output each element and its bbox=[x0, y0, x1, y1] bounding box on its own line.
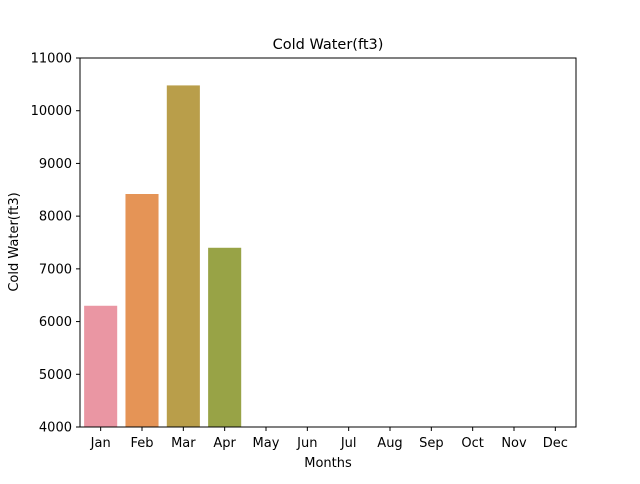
x-tick-label-nov: Nov bbox=[501, 436, 527, 451]
x-tick-label-jan: Jan bbox=[90, 436, 111, 451]
x-axis-label: Months bbox=[304, 456, 352, 471]
y-axis-label: Cold Water(ft3) bbox=[7, 192, 22, 291]
plot-area-frame bbox=[79, 57, 577, 428]
y-tick-label: 6000 bbox=[39, 315, 72, 330]
x-tick-label-jul: Jul bbox=[340, 436, 357, 451]
x-tick-label-apr: Apr bbox=[213, 436, 236, 451]
y-tick-label: 7000 bbox=[39, 262, 72, 277]
bar-mar bbox=[166, 85, 200, 427]
x-tick-label-dec: Dec bbox=[543, 436, 568, 451]
x-tick-label-may: May bbox=[253, 436, 280, 451]
y-tick-label: 9000 bbox=[39, 157, 72, 172]
y-tick-label: 4000 bbox=[39, 421, 72, 436]
y-tick-label: 10000 bbox=[31, 104, 72, 119]
chart-title: Cold Water(ft3) bbox=[273, 37, 384, 53]
x-tick-label-sep: Sep bbox=[419, 436, 444, 451]
x-tick-label-mar: Mar bbox=[171, 436, 196, 451]
y-tick-label: 5000 bbox=[39, 368, 72, 383]
bar-jan bbox=[84, 305, 118, 427]
y-tick-label: 8000 bbox=[39, 210, 72, 225]
x-tick-label-aug: Aug bbox=[377, 436, 402, 451]
y-tick-label: 11000 bbox=[31, 52, 72, 67]
x-tick-label-jun: Jun bbox=[296, 436, 317, 451]
x-tick-label-feb: Feb bbox=[130, 436, 153, 451]
bar-feb bbox=[125, 194, 159, 427]
x-tick-label-oct: Oct bbox=[461, 436, 483, 451]
bar-apr bbox=[208, 247, 242, 427]
